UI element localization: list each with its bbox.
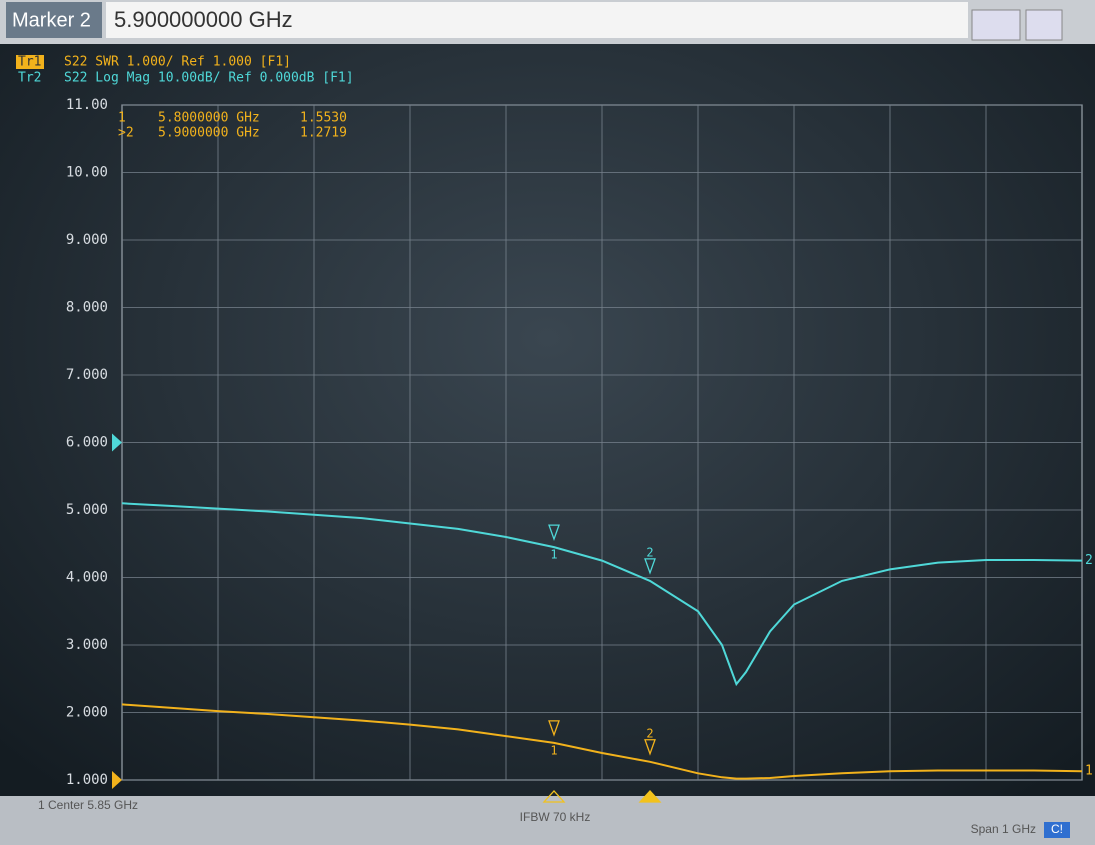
trace-marker-label: 1 [550, 548, 557, 562]
y-tick-label: 11.00 [66, 97, 108, 113]
spin-button[interactable] [971, 9, 1021, 41]
span-label: Span 1 GHz [971, 822, 1036, 836]
marker-readout: >2 [118, 126, 134, 141]
y-tick-label: 10.00 [66, 165, 108, 181]
cal-label: C! [1051, 822, 1063, 836]
active-trace-box [16, 55, 44, 69]
marker-value[interactable]: 5.900000000 GHz [114, 7, 293, 32]
y-tick-label: 3.000 [66, 637, 108, 653]
ifbw-label: IFBW 70 kHz [520, 810, 591, 824]
marker-label: Marker 2 [12, 9, 91, 31]
trace-legend: S22 SWR 1.000/ Ref 1.000 [F1] [64, 55, 291, 70]
marker-position-triangle [638, 790, 662, 803]
trace-marker-label: 2 [646, 545, 653, 559]
trace-marker-label: 2 [646, 726, 653, 740]
enter-button[interactable] [1025, 9, 1063, 41]
trace-marker-label: 1 [550, 743, 557, 757]
y-tick-label: 7.000 [66, 367, 108, 383]
marker-value-box[interactable] [106, 2, 968, 38]
trace-id: Tr2 [18, 71, 41, 86]
y-tick-label: 9.000 [66, 232, 108, 248]
y-tick-label: 5.000 [66, 502, 108, 518]
trace-marker [548, 720, 560, 737]
cal-box [1044, 822, 1070, 838]
center-label: 1 Center 5.85 GHz [38, 798, 138, 812]
y-tick-label: 2.000 [66, 705, 108, 721]
marker-label-box [6, 2, 102, 38]
y-tick-label: 1.000 [66, 772, 108, 788]
ref-position-marker [112, 433, 122, 452]
marker-readout: 1 [118, 111, 126, 126]
trace-legend: S22 Log Mag 10.00dB/ Ref 0.000dB [F1] [64, 71, 354, 86]
trace-id: Tr1 [18, 55, 41, 70]
marker-position-triangle [542, 790, 566, 803]
trace-end-label: 2 [1085, 553, 1093, 568]
y-tick-label: 6.000 [66, 435, 108, 451]
trace-marker [644, 558, 656, 575]
trace [121, 502, 1083, 687]
y-tick-label: 4.000 [66, 570, 108, 586]
trace-end-label: 1 [1085, 764, 1093, 779]
marker-readout: 5.8000000 GHz [158, 111, 260, 126]
status-bar [0, 796, 1095, 845]
trace-marker [548, 524, 560, 542]
ref-position-marker [112, 771, 122, 789]
marker-readout: 5.9000000 GHz [158, 126, 260, 141]
trace [121, 703, 1083, 780]
trace-marker [644, 739, 656, 756]
y-tick-label: 8.000 [66, 300, 108, 316]
marker-readout: 1.2719 [300, 126, 347, 141]
marker-readout: 1.5530 [300, 111, 347, 126]
